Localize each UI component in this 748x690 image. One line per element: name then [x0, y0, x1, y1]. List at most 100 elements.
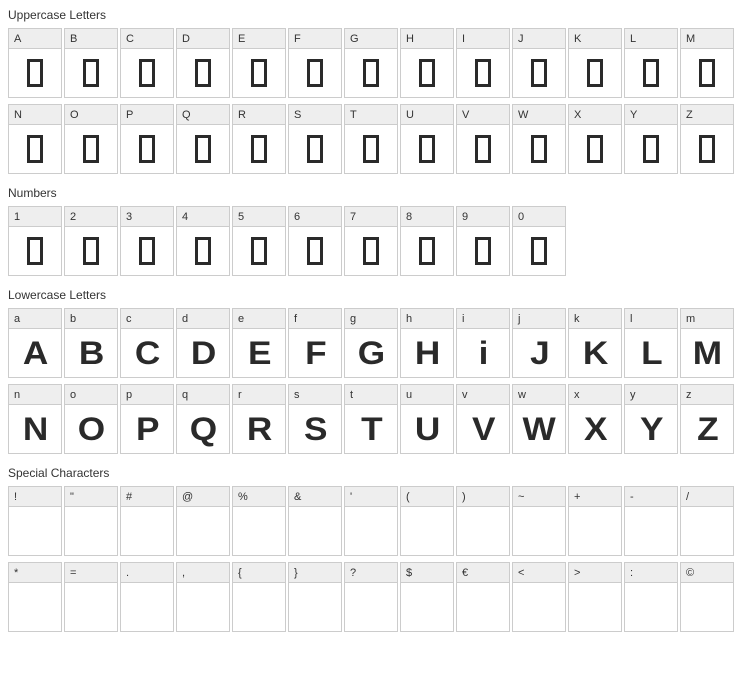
char-glyph: H [401, 329, 453, 377]
char-cell[interactable]: ~ [512, 486, 566, 556]
char-cell[interactable]: qQ [176, 384, 230, 454]
char-cell[interactable]: mM [680, 308, 734, 378]
char-cell[interactable]: ( [400, 486, 454, 556]
char-cell[interactable]: 6 [288, 206, 342, 276]
char-cell[interactable]: 4 [176, 206, 230, 276]
char-cell[interactable]: & [288, 486, 342, 556]
char-cell[interactable]: uU [400, 384, 454, 454]
char-cell[interactable]: G [344, 28, 398, 98]
char-cell[interactable]: < [512, 562, 566, 632]
char-cell[interactable]: * [8, 562, 62, 632]
char-cell[interactable]: ? [344, 562, 398, 632]
char-cell[interactable]: Z [680, 104, 734, 174]
char-cell[interactable]: K [568, 28, 622, 98]
char-cell[interactable]: C [120, 28, 174, 98]
char-cell[interactable]: T [344, 104, 398, 174]
char-cell[interactable]: fF [288, 308, 342, 378]
char-cell[interactable]: 7 [344, 206, 398, 276]
char-glyph [345, 507, 397, 555]
char-cell[interactable]: ) [456, 486, 510, 556]
char-cell[interactable]: aA [8, 308, 62, 378]
char-cell[interactable]: zZ [680, 384, 734, 454]
char-cell[interactable]: wW [512, 384, 566, 454]
char-cell[interactable]: pP [120, 384, 174, 454]
char-cell[interactable]: eE [232, 308, 286, 378]
char-cell[interactable]: gG [344, 308, 398, 378]
char-cell[interactable]: > [568, 562, 622, 632]
char-label: T [345, 105, 397, 125]
char-cell[interactable]: E [232, 28, 286, 98]
char-cell[interactable]: 8 [400, 206, 454, 276]
char-label: D [177, 29, 229, 49]
char-cell[interactable]: P [120, 104, 174, 174]
char-cell[interactable]: L [624, 28, 678, 98]
missing-glyph-icon [419, 237, 435, 265]
char-cell[interactable]: € [456, 562, 510, 632]
char-cell[interactable]: yY [624, 384, 678, 454]
char-cell[interactable]: O [64, 104, 118, 174]
char-label: & [289, 487, 341, 507]
char-cell[interactable]: M [680, 28, 734, 98]
char-cell[interactable]: 9 [456, 206, 510, 276]
char-cell[interactable]: S [288, 104, 342, 174]
char-cell[interactable]: R [232, 104, 286, 174]
char-cell[interactable]: " [64, 486, 118, 556]
char-label: j [513, 309, 565, 329]
char-glyph [345, 49, 397, 97]
char-cell[interactable]: bB [64, 308, 118, 378]
char-cell[interactable]: hH [400, 308, 454, 378]
char-cell[interactable]: W [512, 104, 566, 174]
char-cell[interactable]: ii [456, 308, 510, 378]
char-cell[interactable]: X [568, 104, 622, 174]
char-cell[interactable]: . [120, 562, 174, 632]
char-cell[interactable]: 2 [64, 206, 118, 276]
missing-glyph-icon [643, 135, 659, 163]
char-cell[interactable]: 1 [8, 206, 62, 276]
char-cell[interactable]: : [624, 562, 678, 632]
char-cell[interactable]: xX [568, 384, 622, 454]
char-label: + [569, 487, 621, 507]
char-cell[interactable]: oO [64, 384, 118, 454]
char-cell[interactable]: H [400, 28, 454, 98]
char-cell[interactable]: 5 [232, 206, 286, 276]
char-cell[interactable]: lL [624, 308, 678, 378]
char-cell[interactable]: + [568, 486, 622, 556]
char-cell[interactable]: sS [288, 384, 342, 454]
char-cell[interactable]: , [176, 562, 230, 632]
char-cell[interactable]: tT [344, 384, 398, 454]
char-cell[interactable]: kK [568, 308, 622, 378]
char-cell[interactable]: J [512, 28, 566, 98]
char-cell[interactable]: cC [120, 308, 174, 378]
char-cell[interactable]: / [680, 486, 734, 556]
char-cell[interactable]: D [176, 28, 230, 98]
char-cell[interactable]: © [680, 562, 734, 632]
char-cell[interactable]: A [8, 28, 62, 98]
char-cell[interactable]: rR [232, 384, 286, 454]
char-cell[interactable]: F [288, 28, 342, 98]
char-cell[interactable]: ! [8, 486, 62, 556]
char-glyph [457, 507, 509, 555]
char-cell[interactable]: V [456, 104, 510, 174]
char-cell[interactable]: N [8, 104, 62, 174]
char-cell[interactable]: ' [344, 486, 398, 556]
char-cell[interactable]: nN [8, 384, 62, 454]
char-cell[interactable]: dD [176, 308, 230, 378]
char-cell[interactable]: 3 [120, 206, 174, 276]
char-cell[interactable]: - [624, 486, 678, 556]
char-cell[interactable]: jJ [512, 308, 566, 378]
char-cell[interactable]: $ [400, 562, 454, 632]
char-cell[interactable]: vV [456, 384, 510, 454]
char-cell[interactable]: Y [624, 104, 678, 174]
char-cell[interactable]: # [120, 486, 174, 556]
char-cell[interactable]: @ [176, 486, 230, 556]
char-cell[interactable]: { [232, 562, 286, 632]
char-cell[interactable]: B [64, 28, 118, 98]
char-cell[interactable]: = [64, 562, 118, 632]
char-cell[interactable]: U [400, 104, 454, 174]
char-cell[interactable]: } [288, 562, 342, 632]
char-cell[interactable]: I [456, 28, 510, 98]
char-cell[interactable]: Q [176, 104, 230, 174]
char-grid: !"#@%&'()~+-/ *=.,{}?$€<>:© [8, 486, 740, 632]
char-cell[interactable]: % [232, 486, 286, 556]
char-cell[interactable]: 0 [512, 206, 566, 276]
